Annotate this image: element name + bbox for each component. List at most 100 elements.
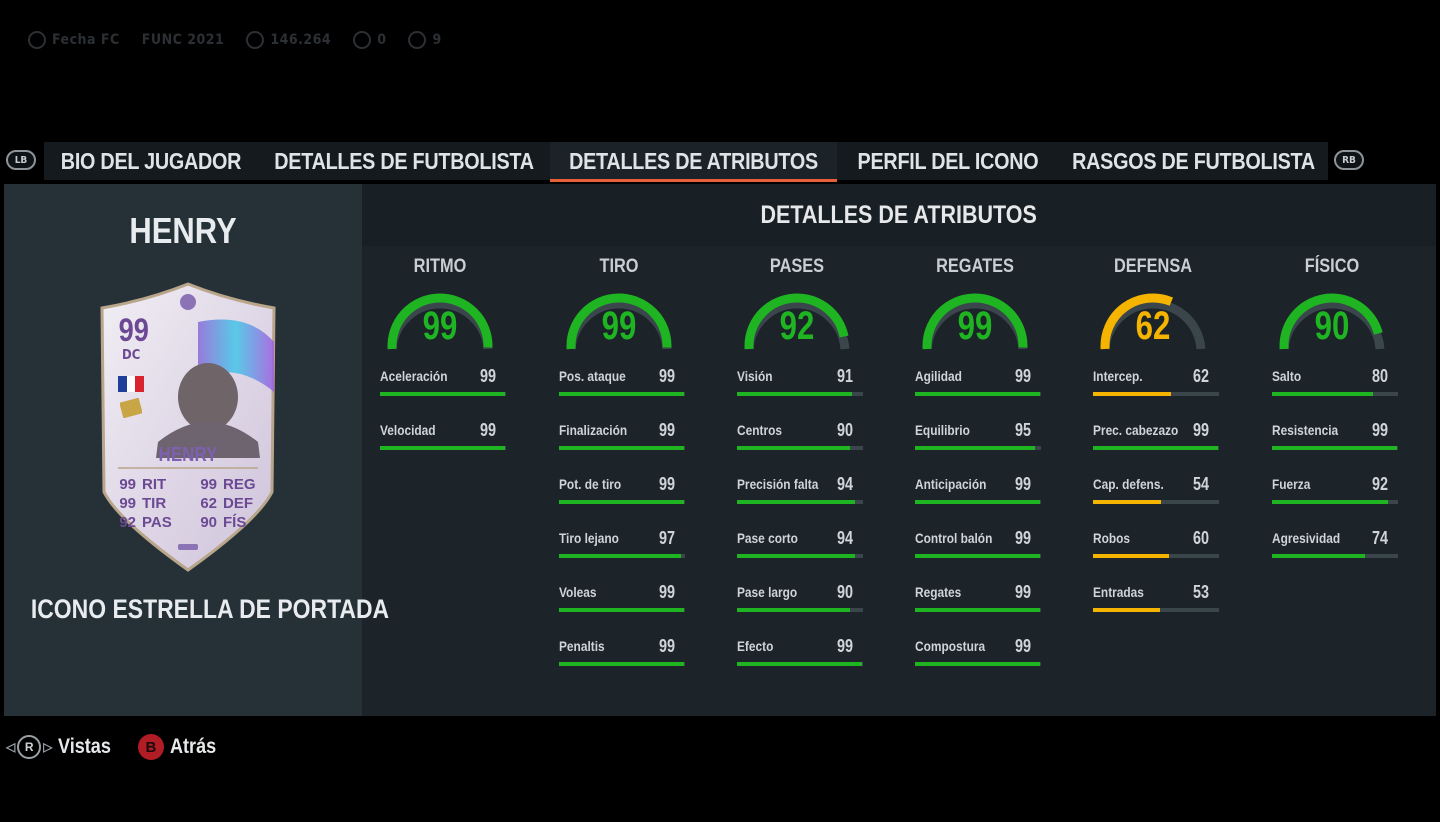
card-position: DC [122, 348, 141, 363]
attribute-value: 99 [1014, 582, 1031, 602]
attribute-row-robos: Robos 60 [1083, 528, 1223, 584]
attribute-list: Aceleración 99 Velocidad 99 [370, 366, 510, 476]
lb-bumper-icon[interactable]: LB [6, 150, 36, 170]
attribute-row-intercep: Intercep. 62 [1083, 366, 1223, 422]
attribute-value: 95 [1014, 420, 1031, 440]
attribute-row-penaltis: Penaltis 99 [549, 636, 689, 692]
b-button-icon: B [137, 734, 164, 760]
player-card[interactable]: 99 DC HENRY 99 RIT 99 REG 99 TIR 62 DEF 92 PA… [88, 282, 288, 574]
attribute-bar [915, 662, 1041, 666]
trophy-icon [408, 31, 427, 49]
attribute-value: 94 [836, 474, 853, 494]
attribute-name: Agilidad [915, 368, 962, 384]
views-hint[interactable]: ◁ R ▷ Vistas [6, 735, 120, 759]
gauge-fill [387, 293, 493, 350]
card-stat: 90 FÍS [200, 514, 247, 531]
tab-bar: LB BIO DEL JUGADOR DETALLES DE FUTBOLISTA… [0, 140, 1440, 182]
attribute-bar-fill [380, 446, 505, 450]
event-label: FUNC 2021 [142, 32, 225, 48]
tab-label: RASGOS DE FUTBOLISTA [1072, 147, 1315, 174]
attribute-row-pase-corto: Pase corto 94 [727, 528, 867, 584]
attribute-bar [1272, 392, 1398, 396]
card-stat: 62 DEF [200, 495, 253, 512]
attribute-bar [380, 392, 506, 396]
attribute-name: Pos. ataque [559, 368, 626, 384]
trophies-display: 9 [408, 31, 441, 49]
gauge-fill [922, 293, 1028, 350]
group-title: RITMO [413, 256, 467, 277]
attribute-row-cap-defens: Cap. defens. 54 [1083, 474, 1223, 530]
tabs-container: BIO DEL JUGADOR DETALLES DE FUTBOLISTA DET… [44, 142, 1328, 182]
rb-bumper-icon[interactable]: RB [1334, 150, 1364, 170]
attribute-value: 53 [1192, 582, 1209, 602]
group-title: DEFENSA [1113, 256, 1193, 277]
card-stat: 99 RIT [119, 476, 167, 493]
back-hint[interactable]: B Atrás [137, 734, 224, 760]
attribute-value: 99 [658, 366, 675, 386]
attribute-list: Intercep. 62 Prec. cabezazo 99 Cap. defens. 5… [1083, 366, 1223, 638]
card-stat: 92 PAS [119, 514, 172, 531]
card-type-label: ICONO ESTRELLA DE PORTADA [30, 594, 390, 624]
attribute-row-fuerza: Fuerza 92 [1262, 474, 1402, 530]
card-stats: 99 RIT 99 REG 99 TIR 62 DEF 92 PAS 90 FÍS [114, 476, 264, 531]
attribute-name: Pase corto [737, 530, 798, 546]
attribute-name: Resistencia [1272, 422, 1339, 438]
attribute-value: 99 [658, 420, 675, 440]
attribute-list: Pos. ataque 99 Finalización 99 Pot. de tiro 9… [549, 366, 689, 692]
attribute-bar-fill [1272, 392, 1373, 396]
attribute-name: Agresividad [1272, 530, 1341, 546]
tab-detalles-de-futbolista[interactable]: DETALLES DE FUTBOLISTA [258, 142, 550, 180]
attribute-bar-fill [559, 554, 682, 558]
attribute-row-velocidad: Velocidad 99 [370, 420, 510, 476]
attribute-bar-fill [737, 392, 852, 396]
attribute-name: Finalización [559, 422, 628, 438]
gauge-fill [566, 293, 672, 350]
attribute-name: Regates [915, 584, 962, 600]
attribute-value: 80 [1371, 366, 1388, 386]
attribute-row-pot-de-tiro: Pot. de tiro 99 [549, 474, 689, 530]
gauge-fill [1100, 293, 1174, 350]
attribute-bar-fill [559, 392, 684, 396]
game-label: Fecha FC [28, 31, 120, 49]
coins-value: 146.264 [270, 32, 332, 48]
group-title: REGATES [936, 256, 1014, 277]
attribute-bar-fill [737, 500, 856, 504]
attribute-bar-fill [559, 446, 684, 450]
attribute-row-agilidad: Agilidad 99 [905, 366, 1045, 422]
rating-gauge: 99 [384, 290, 496, 352]
attribute-name: Penaltis [559, 638, 605, 654]
attribute-bar [1093, 446, 1219, 450]
attribute-name: Aceleración [380, 368, 448, 384]
attribute-bar-fill [915, 446, 1035, 450]
attribute-bar-fill [737, 554, 856, 558]
tab-rasgos-de-futbolista[interactable]: RASGOS DE FUTBOLISTA [1059, 142, 1328, 180]
attribute-bar [915, 554, 1041, 558]
gauge-fill [744, 293, 849, 350]
tab-detalles-de-atributos[interactable]: DETALLES DE ATRIBUTOS [550, 142, 837, 182]
attribute-bar [737, 608, 863, 612]
attribute-name: Visión [737, 368, 773, 384]
attribute-name: Fuerza [1272, 476, 1311, 492]
tab-perfil-del-icono[interactable]: PERFIL DEL ICONO [837, 142, 1059, 180]
attribute-name: Intercep. [1093, 368, 1143, 384]
attribute-value: 54 [1192, 474, 1209, 494]
france-flag-icon [118, 376, 144, 392]
rating-gauge: 90 [1276, 290, 1388, 352]
attribute-value: 90 [836, 420, 853, 440]
attribute-value: 99 [1192, 420, 1209, 440]
card-stat: 99 REG [200, 476, 256, 493]
attribute-value: 99 [658, 582, 675, 602]
attribute-value: 99 [836, 636, 853, 656]
attribute-row-centros: Centros 90 [727, 420, 867, 476]
attribute-bar-fill [1272, 554, 1366, 558]
attribute-bar-fill [1093, 392, 1172, 396]
tab-label: BIO DEL JUGADOR [60, 147, 242, 174]
attribute-bar [737, 392, 863, 396]
tab-label: PERFIL DEL ICONO [857, 147, 1039, 174]
tab-bio-del-jugador[interactable]: BIO DEL JUGADOR [44, 142, 258, 180]
attribute-name: Robos [1093, 530, 1131, 546]
attribute-group-ritmo: RITMO 99 Aceleración 99 Velocidad 99 [370, 256, 510, 476]
attribute-name: Velocidad [380, 422, 436, 438]
attribute-name: Pot. de tiro [559, 476, 622, 492]
group-rating: 62 [1135, 304, 1171, 348]
